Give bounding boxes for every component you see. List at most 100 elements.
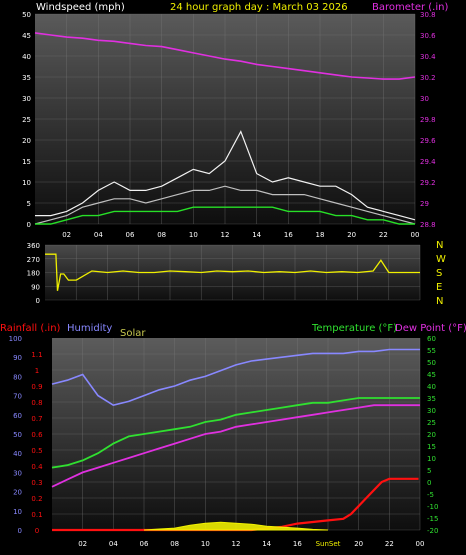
direction-y-tick-label: 270 (27, 256, 40, 264)
chart-title: 24 hour graph day : March 03 2026 (170, 2, 348, 13)
rain-y-tick-label: 1.1 (31, 351, 42, 359)
humidity-y-tick-label: 60 (13, 412, 22, 420)
temperature-y-tick-label: 30 (427, 407, 436, 415)
barometer-y-tick-label: 29.6 (420, 137, 436, 145)
wind-y-tick-label: 5 (27, 200, 31, 208)
rain-x-tick-label: 12 (232, 540, 241, 548)
rain-x-tick-label: 00 (416, 540, 425, 548)
wind-y-tick-label: 20 (22, 137, 31, 145)
temperature-y-tick-label: 40 (427, 383, 436, 391)
compass-label: W (436, 254, 446, 265)
wind-y-tick-label: 15 (22, 158, 31, 166)
rain-y-tick-label: 0.4 (31, 463, 43, 471)
wind-y-tick-label: 10 (22, 179, 31, 187)
direction-y-tick-label: 360 (27, 242, 40, 250)
wind-y-tick-label: 35 (22, 74, 31, 82)
humidity-y-tick-label: 100 (9, 335, 22, 343)
solar-area (143, 521, 329, 531)
barometer-y-tick-label: 30.2 (420, 74, 436, 82)
wind-y-tick-label: 25 (22, 116, 31, 124)
temperature-line (51, 397, 420, 469)
wind-y-tick-label: 50 (22, 11, 31, 19)
temperature-y-tick-label: 15 (427, 443, 436, 451)
rain-y-tick-label: 0 (35, 527, 39, 535)
direction-y-tick-label: 180 (27, 270, 40, 278)
rain-y-tick-label: 0.8 (31, 399, 42, 407)
wind-x-tick-label: 16 (284, 231, 293, 239)
humidity-y-tick-label: 40 (13, 450, 22, 458)
compass-label: N (436, 296, 443, 307)
wind-y-tick-label: 0 (27, 221, 31, 229)
rain-x-tick-label: 14 (262, 540, 271, 548)
humidity-y-tick-label: 70 (13, 393, 22, 401)
wind-y-tick-label: 30 (22, 95, 31, 103)
wind-x-tick-label: 06 (126, 231, 135, 239)
wind-x-tick-label: 18 (316, 231, 325, 239)
temperature-y-tick-label: -5 (427, 491, 434, 499)
direction-y-tick-label: 0 (36, 297, 40, 305)
dewpoint-axis-title: Dew Point (°F) (395, 323, 466, 334)
wind-gust-line (35, 130, 416, 221)
wind-x-tick-label: 02 (62, 231, 71, 239)
temperature-y-tick-label: -20 (427, 527, 438, 535)
wind-average-line (35, 206, 415, 225)
rain-x-tick-label: 16 (293, 540, 302, 548)
rain-y-tick-label: 0.3 (31, 479, 42, 487)
compass-label: S (436, 268, 442, 279)
humidity-y-tick-label: 30 (13, 469, 22, 477)
humidity-axis-title: Humidity (67, 323, 112, 334)
barometer-y-tick-label: 30.6 (420, 32, 436, 40)
barometer-y-tick-label: 30.8 (420, 11, 436, 19)
rain-x-tick-label: 10 (201, 540, 210, 548)
humidity-line (51, 348, 420, 407)
temperature-y-tick-label: 5 (427, 467, 431, 475)
rain-y-tick-label: 0.1 (31, 511, 42, 519)
rain-x-tick-label: SunSet (316, 540, 341, 548)
humidity-y-tick-label: 90 (13, 354, 22, 362)
rain-x-tick-label: 04 (109, 540, 118, 548)
wind-x-tick-label: 04 (94, 231, 103, 239)
barometer-y-tick-label: 30 (420, 95, 429, 103)
barometer-y-tick-label: 30.4 (420, 53, 436, 61)
wind-x-tick-label: 22 (379, 231, 388, 239)
humidity-y-tick-label: 20 (13, 489, 22, 497)
rain-x-tick-label: 08 (170, 540, 179, 548)
solar-axis-title: Solar (120, 328, 146, 339)
wind-x-tick-label: 12 (221, 231, 230, 239)
rain-y-tick-label: 0.2 (31, 495, 42, 503)
rainfall-axis-title: Rainfall (.in) (0, 323, 61, 334)
humidity-y-tick-label: 80 (13, 373, 22, 381)
temperature-y-tick-label: 20 (427, 431, 436, 439)
rain-x-tick-label: 06 (140, 540, 149, 548)
temperature-y-tick-label: 50 (427, 359, 436, 367)
wind-y-tick-label: 45 (22, 32, 31, 40)
wind-x-tick-label: 10 (189, 231, 198, 239)
temperature-y-tick-label: 10 (427, 455, 436, 463)
temperature-axis-title: Temperature (°F) (311, 323, 397, 334)
barometer-axis-title: Barometer (.in) (372, 2, 448, 13)
rain-x-tick-label: 20 (354, 540, 363, 548)
rain-y-tick-label: 0.9 (31, 383, 42, 391)
temperature-y-tick-label: 35 (427, 395, 436, 403)
temperature-y-tick-label: 0 (427, 479, 431, 487)
humidity-y-tick-label: 10 (13, 508, 22, 516)
rain-y-tick-label: 0.7 (31, 415, 42, 423)
wind-direction-line (45, 253, 420, 291)
rain-y-tick-label: 0.6 (31, 431, 43, 439)
barometer-y-tick-label: 29.8 (420, 116, 436, 124)
compass-label: E (436, 282, 442, 293)
barometer-y-tick-label: 29 (420, 200, 429, 208)
wind-x-tick-label: 14 (252, 231, 261, 239)
barometer-y-tick-label: 29.2 (420, 179, 436, 187)
marks-layer: 0510152025303540455028.82929.229.429.629… (9, 11, 446, 548)
dewpoint-line (51, 404, 420, 488)
temperature-y-tick-label: -15 (427, 515, 438, 523)
rain-x-tick-label: 22 (385, 540, 394, 548)
barometer-y-tick-label: 29.4 (420, 158, 436, 166)
barometer-y-tick-label: 28.8 (420, 221, 436, 229)
temperature-y-tick-label: 55 (427, 347, 436, 355)
barometer-line (34, 32, 416, 80)
rain-y-tick-label: 0.5 (31, 447, 42, 455)
